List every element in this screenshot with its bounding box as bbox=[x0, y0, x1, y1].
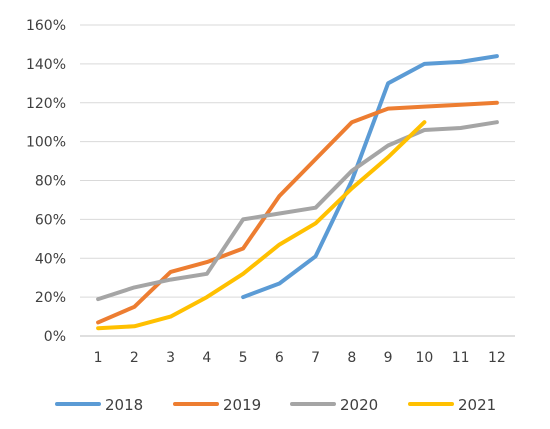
y-axis-ticks: 0% 20% 40% 60% 80% 100% 120% 140% 160% bbox=[26, 18, 66, 345]
y-tick-label: 0% bbox=[44, 329, 66, 345]
x-tick-label: 6 bbox=[275, 350, 284, 366]
series-lines bbox=[96, 54, 499, 331]
y-tick-label: 80% bbox=[35, 174, 66, 190]
series-line-2021 bbox=[96, 120, 427, 331]
series-line-2019 bbox=[96, 100, 499, 325]
legend-label-2019: 2019 bbox=[223, 396, 261, 414]
y-tick-label: 100% bbox=[26, 135, 66, 151]
x-tick-label: 4 bbox=[202, 350, 211, 366]
series-line-2020 bbox=[96, 120, 499, 302]
x-tick-label: 2 bbox=[130, 350, 139, 366]
x-tick-label: 12 bbox=[488, 350, 506, 366]
x-tick-label: 7 bbox=[311, 350, 320, 366]
legend-label-2021: 2021 bbox=[458, 396, 496, 414]
gridlines bbox=[80, 24, 515, 337]
x-tick-label: 9 bbox=[384, 350, 393, 366]
y-tick-label: 160% bbox=[26, 18, 66, 34]
y-tick-label: 20% bbox=[35, 290, 66, 306]
y-tick-label: 40% bbox=[35, 251, 66, 267]
legend-label-2018: 2018 bbox=[105, 396, 143, 414]
y-tick-label: 120% bbox=[26, 96, 66, 112]
x-tick-label: 11 bbox=[452, 350, 470, 366]
x-tick-label: 3 bbox=[166, 350, 175, 366]
x-tick-label: 8 bbox=[347, 350, 356, 366]
x-axis-ticks: 1 2 3 4 5 6 7 8 9 10 11 12 bbox=[94, 350, 506, 366]
y-tick-label: 140% bbox=[26, 57, 66, 73]
y-tick-label: 60% bbox=[35, 212, 66, 228]
x-tick-label: 10 bbox=[415, 350, 433, 366]
legend: 2018 2019 2020 2021 bbox=[55, 396, 496, 414]
legend-label-2020: 2020 bbox=[340, 396, 378, 414]
x-tick-label: 1 bbox=[94, 350, 103, 366]
series-line-2018 bbox=[241, 54, 499, 300]
x-tick-label: 5 bbox=[239, 350, 248, 366]
